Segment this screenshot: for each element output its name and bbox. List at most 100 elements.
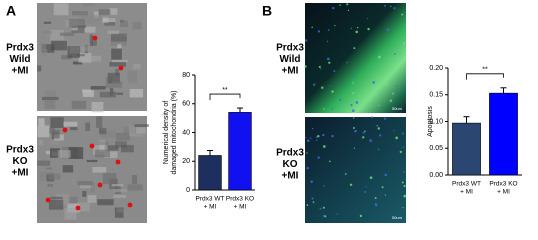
texture bbox=[352, 127, 355, 130]
texture bbox=[381, 186, 384, 189]
texture bbox=[69, 127, 78, 131]
y-tick-label: 0.15 bbox=[429, 92, 443, 99]
texture bbox=[355, 101, 359, 104]
texture bbox=[389, 99, 393, 103]
texture bbox=[79, 15, 95, 24]
texture bbox=[317, 30, 321, 33]
texture bbox=[136, 127, 146, 134]
texture bbox=[329, 160, 331, 163]
texture bbox=[355, 30, 359, 34]
y-tick-label: 20 bbox=[182, 158, 190, 165]
texture bbox=[46, 167, 53, 170]
texture bbox=[39, 171, 53, 181]
texture bbox=[322, 133, 325, 137]
texture bbox=[352, 74, 355, 77]
texture bbox=[362, 136, 365, 139]
texture bbox=[310, 180, 313, 183]
texture bbox=[48, 141, 59, 145]
texture bbox=[127, 70, 138, 83]
texture bbox=[134, 124, 149, 127]
y-tick-label: 0.05 bbox=[429, 145, 443, 152]
texture bbox=[71, 178, 76, 185]
texture bbox=[351, 109, 355, 113]
texture bbox=[353, 47, 356, 50]
texture bbox=[354, 129, 357, 133]
texture bbox=[109, 61, 126, 67]
texture bbox=[114, 188, 127, 193]
texture bbox=[111, 48, 122, 60]
texture bbox=[99, 141, 109, 145]
texture bbox=[86, 159, 98, 163]
texture bbox=[403, 184, 406, 188]
significance-label: ** bbox=[222, 87, 228, 94]
arrow-marker bbox=[127, 202, 133, 208]
arrow-marker bbox=[97, 182, 103, 188]
texture bbox=[374, 197, 377, 200]
x-tick-label: Prdx3 KO bbox=[226, 196, 254, 203]
arrow-marker bbox=[115, 159, 121, 165]
texture bbox=[393, 7, 396, 10]
texture bbox=[96, 116, 103, 128]
scale-label: 50um bbox=[392, 106, 403, 111]
scale-label: 50um bbox=[392, 215, 403, 220]
texture bbox=[62, 165, 74, 173]
texture bbox=[362, 131, 365, 134]
texture bbox=[51, 40, 68, 51]
texture bbox=[116, 132, 131, 141]
texture bbox=[42, 49, 48, 57]
texture bbox=[50, 196, 63, 199]
texture bbox=[356, 26, 359, 29]
texture bbox=[110, 33, 127, 42]
texture bbox=[123, 126, 134, 133]
texture bbox=[120, 144, 134, 153]
panel-label: B bbox=[262, 3, 272, 19]
texture bbox=[383, 4, 386, 7]
texture bbox=[346, 61, 348, 64]
texture bbox=[104, 18, 116, 26]
texture bbox=[328, 61, 331, 64]
texture bbox=[50, 117, 64, 128]
texture bbox=[57, 150, 71, 158]
texture bbox=[336, 213, 339, 215]
row-label: +MI bbox=[282, 66, 299, 77]
texture bbox=[38, 140, 44, 146]
texture bbox=[114, 207, 124, 218]
texture bbox=[112, 60, 128, 63]
texture bbox=[344, 173, 347, 175]
texture bbox=[377, 127, 381, 130]
texture bbox=[315, 139, 318, 142]
texture bbox=[133, 63, 141, 70]
arrow-marker bbox=[45, 197, 51, 203]
arrow-marker bbox=[89, 143, 95, 149]
texture bbox=[49, 127, 55, 134]
row-label: +MI bbox=[12, 168, 29, 179]
texture bbox=[339, 4, 341, 6]
y-axis-label: Numerical density of bbox=[163, 101, 170, 164]
texture bbox=[401, 132, 404, 135]
texture bbox=[396, 85, 398, 87]
row-label: Prdx3 bbox=[276, 43, 304, 54]
texture bbox=[51, 151, 59, 157]
texture bbox=[371, 116, 374, 119]
texture bbox=[81, 89, 92, 93]
texture bbox=[116, 92, 124, 95]
x-tick-label: Prdx3 WT bbox=[452, 181, 481, 188]
texture bbox=[378, 55, 381, 59]
texture bbox=[48, 173, 61, 180]
texture bbox=[71, 27, 78, 31]
texture bbox=[379, 134, 382, 137]
texture bbox=[100, 130, 117, 138]
texture bbox=[311, 127, 314, 130]
texture bbox=[112, 81, 123, 88]
texture bbox=[129, 89, 144, 98]
fluorescence-image bbox=[305, 117, 406, 223]
texture bbox=[42, 30, 53, 34]
significance-bracket bbox=[466, 73, 504, 80]
texture bbox=[402, 21, 405, 24]
arrow-marker bbox=[92, 35, 98, 41]
row-label: +MI bbox=[282, 171, 299, 182]
texture bbox=[45, 150, 51, 155]
texture bbox=[131, 174, 137, 184]
texture bbox=[67, 46, 80, 58]
row-label: Wild bbox=[279, 54, 300, 65]
